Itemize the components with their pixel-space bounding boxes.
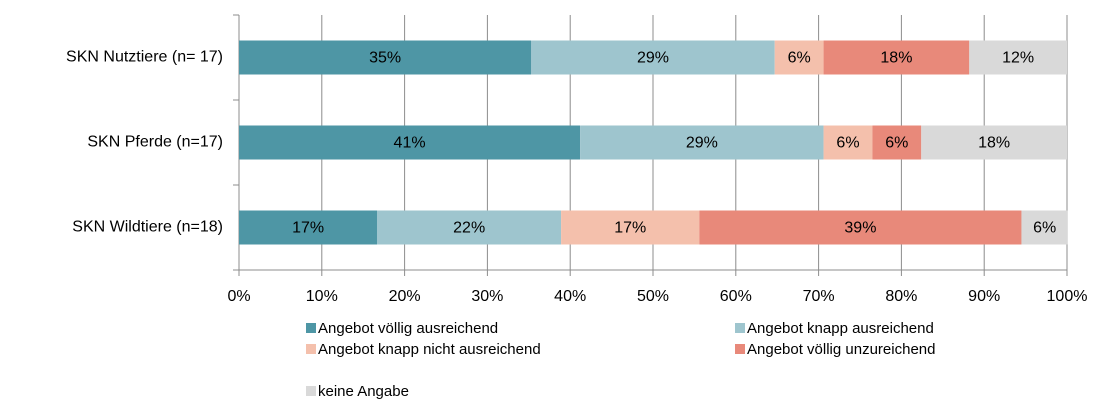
y-tick-label: SKN Wildtiere (n=18) [72, 219, 223, 236]
data-label: 29% [637, 50, 669, 67]
bar-segment [774, 40, 824, 75]
x-tick-label: 70% [803, 288, 835, 305]
data-label: 22% [453, 220, 485, 237]
data-label: 6% [885, 135, 908, 152]
y-tick-label: SKN Pferde (n=17) [87, 134, 223, 151]
bar-segment [921, 125, 1067, 160]
legend-label: Angebot völlig ausreichend [318, 320, 498, 337]
legend-swatch [306, 386, 316, 396]
bar-segment [561, 210, 700, 245]
data-label: 6% [1033, 220, 1056, 237]
data-label: 35% [369, 50, 401, 67]
x-tick-label: 20% [389, 288, 421, 305]
x-tick-label: 0% [227, 288, 250, 305]
legend-label: keine Angabe [318, 383, 409, 400]
y-tick-label: SKN Nutztiere (n= 17) [66, 49, 223, 66]
legend-swatch [306, 323, 316, 333]
bar-segment [699, 210, 1022, 245]
x-tick-label: 80% [885, 288, 917, 305]
bar-segment [969, 40, 1067, 75]
legend-swatch [306, 344, 316, 354]
x-tick-label: 10% [306, 288, 338, 305]
data-label: 17% [614, 220, 646, 237]
x-tick-label: 30% [471, 288, 503, 305]
legend-label: Angebot knapp ausreichend [747, 320, 934, 337]
data-label: 12% [1002, 50, 1034, 67]
legend-label: Angebot knapp nicht ausreichend [318, 341, 541, 358]
bar-segment [1021, 210, 1068, 245]
legend-swatch [735, 323, 745, 333]
x-tick-label: 50% [637, 288, 669, 305]
bar-segment [531, 40, 775, 75]
data-label: 29% [686, 135, 718, 152]
bar-segment [377, 210, 562, 245]
bar-segment [239, 40, 532, 75]
data-label: 6% [788, 50, 811, 67]
x-tick-label: 40% [554, 288, 586, 305]
bar-segment [239, 125, 581, 160]
legend-swatch [735, 344, 745, 354]
data-label: 39% [844, 220, 876, 237]
legend-label: Angebot völlig unzureichend [747, 341, 935, 358]
data-label: 17% [292, 220, 324, 237]
bar-segment [239, 210, 378, 245]
x-tick-label: 100% [1047, 288, 1088, 305]
data-label: 18% [880, 50, 912, 67]
x-tick-label: 60% [720, 288, 752, 305]
data-label: 6% [836, 135, 859, 152]
bar-segment [823, 40, 970, 75]
data-label: 18% [978, 135, 1010, 152]
bar-segment [580, 125, 824, 160]
bar-segment [872, 125, 922, 160]
x-tick-label: 90% [968, 288, 1000, 305]
bar-segment [823, 125, 873, 160]
data-label: 41% [394, 135, 426, 152]
